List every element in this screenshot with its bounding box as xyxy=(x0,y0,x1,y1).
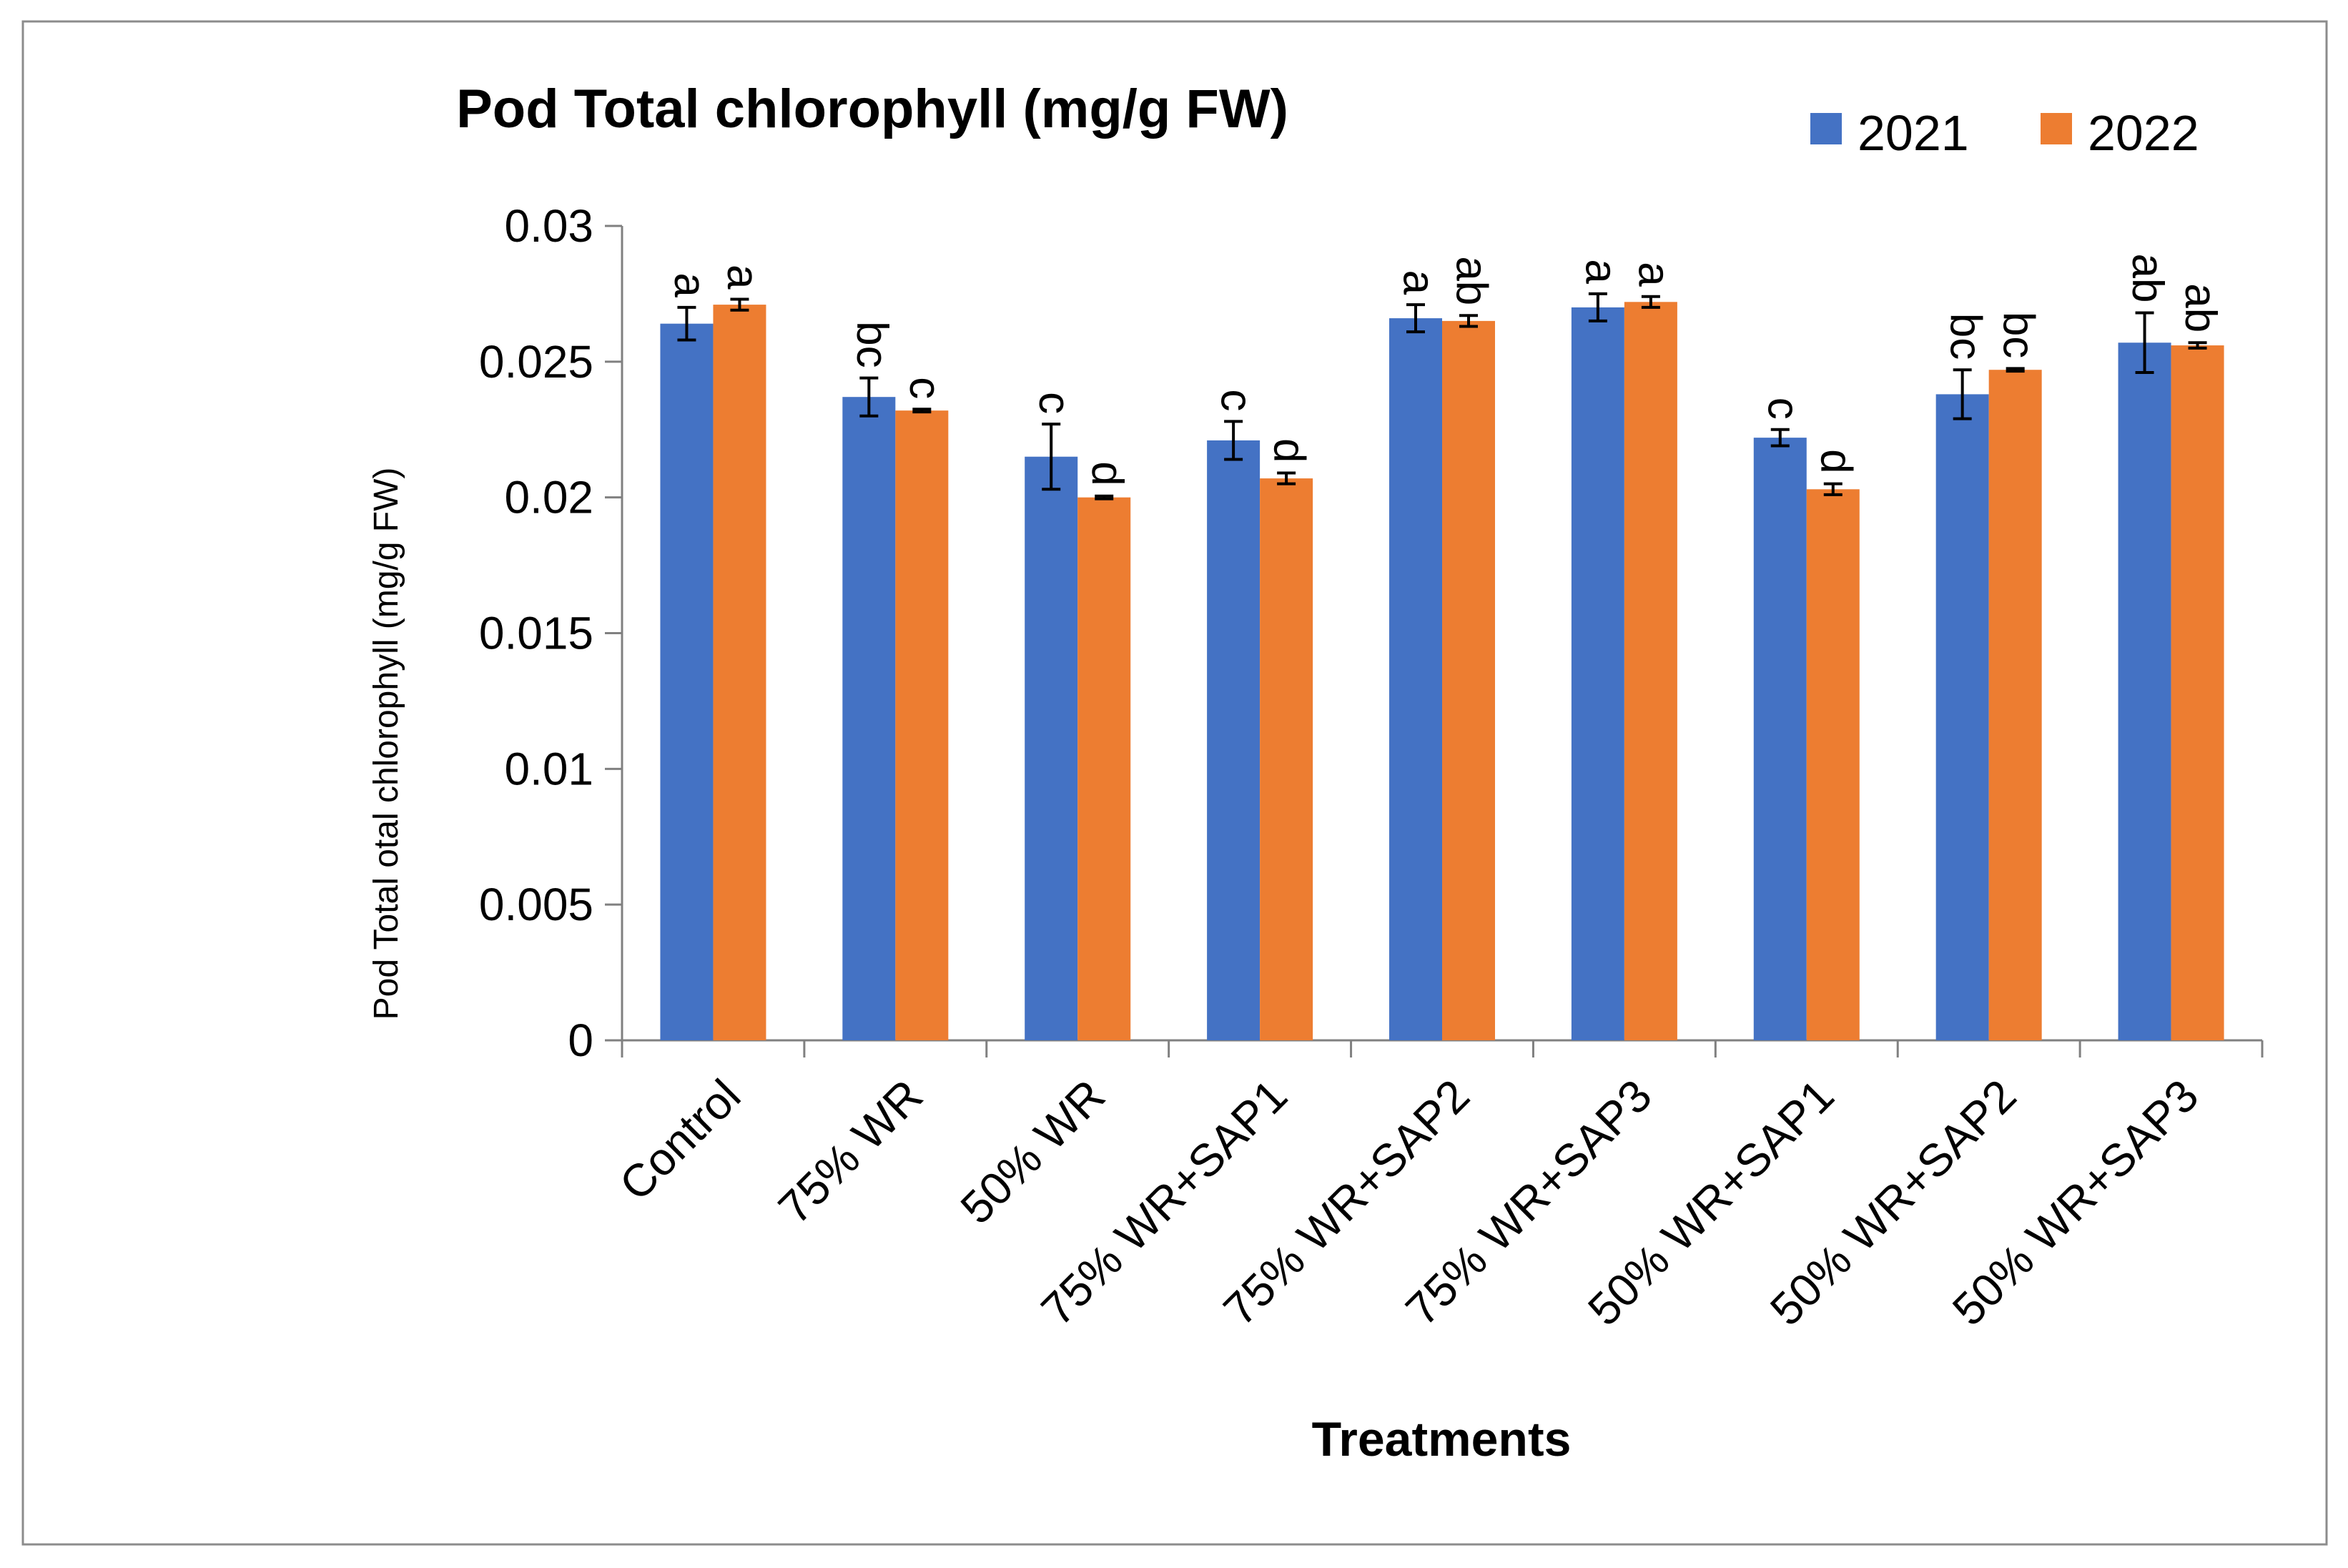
significance-letter: c xyxy=(1212,389,1261,411)
bar-2021 xyxy=(660,323,714,1040)
y-axis: 0 0.005 0.01 0.015 0.02 0.025 0.03 xyxy=(479,200,623,1066)
y-tick-label: 0.02 xyxy=(504,472,593,523)
significance-letter: bc xyxy=(847,321,897,368)
significance-letter: ab xyxy=(2123,254,2172,303)
bar-2022 xyxy=(1624,302,1677,1041)
significance-letter: d xyxy=(1265,438,1314,463)
bar-2022 xyxy=(713,305,766,1041)
significance-letter: a xyxy=(718,265,767,290)
significance-letter: d xyxy=(1082,461,1132,485)
y-tick-label: 0 xyxy=(568,1015,593,1066)
legend-label-2022: 2022 xyxy=(2088,105,2199,161)
chart-title: Pod Total chlorophyll (mg/g FW) xyxy=(456,79,1288,139)
x-axis-label: Treatments xyxy=(1312,1412,1572,1466)
bar-2021 xyxy=(2118,342,2171,1040)
bar-2022 xyxy=(2171,345,2224,1040)
bar-2022 xyxy=(1988,370,2042,1040)
bar-2021 xyxy=(1025,456,1078,1040)
bar-2021 xyxy=(1389,318,1442,1040)
significance-letter: a xyxy=(1629,262,1679,287)
significance-letter: c xyxy=(1030,392,1079,414)
bar-2021 xyxy=(1207,440,1261,1040)
significance-letter: d xyxy=(1811,449,1860,473)
significance-letter: bc xyxy=(1940,313,1990,360)
legend-label-2021: 2021 xyxy=(1858,105,1969,161)
bar-2022 xyxy=(1442,320,1495,1041)
significance-letter: a xyxy=(1577,259,1626,284)
bar-2022 xyxy=(1260,478,1313,1040)
significance-letter: c xyxy=(900,377,949,399)
bar-2021 xyxy=(1753,438,1807,1040)
y-tick-label: 0.03 xyxy=(504,200,593,252)
bar-2022 xyxy=(1077,497,1131,1040)
bar-2021 xyxy=(1935,394,1989,1040)
significance-letter: a xyxy=(665,272,714,297)
y-tick-label: 0.01 xyxy=(504,743,593,794)
legend-swatch-2022 xyxy=(2041,113,2072,144)
significance-letter: ab xyxy=(1447,256,1496,305)
y-tick-label: 0.005 xyxy=(479,879,593,930)
bar-2022 xyxy=(895,410,949,1040)
y-tick-label: 0.015 xyxy=(479,608,593,659)
y-tick-label: 0.025 xyxy=(479,336,593,388)
significance-letter: bc xyxy=(1993,312,2043,358)
bar-2021 xyxy=(842,397,896,1040)
significance-letter: a xyxy=(1394,270,1444,295)
significance-letter: ab xyxy=(2176,283,2225,332)
bar-2022 xyxy=(1806,489,1860,1040)
legend-swatch-2021 xyxy=(1810,113,1842,144)
significance-letter: c xyxy=(1758,398,1807,420)
legend: 2021 2022 xyxy=(1810,105,2199,161)
bar-2021 xyxy=(1571,307,1624,1040)
y-axis-label: Pod Total otal chlorophyll (mg/g FW) xyxy=(368,468,405,1020)
